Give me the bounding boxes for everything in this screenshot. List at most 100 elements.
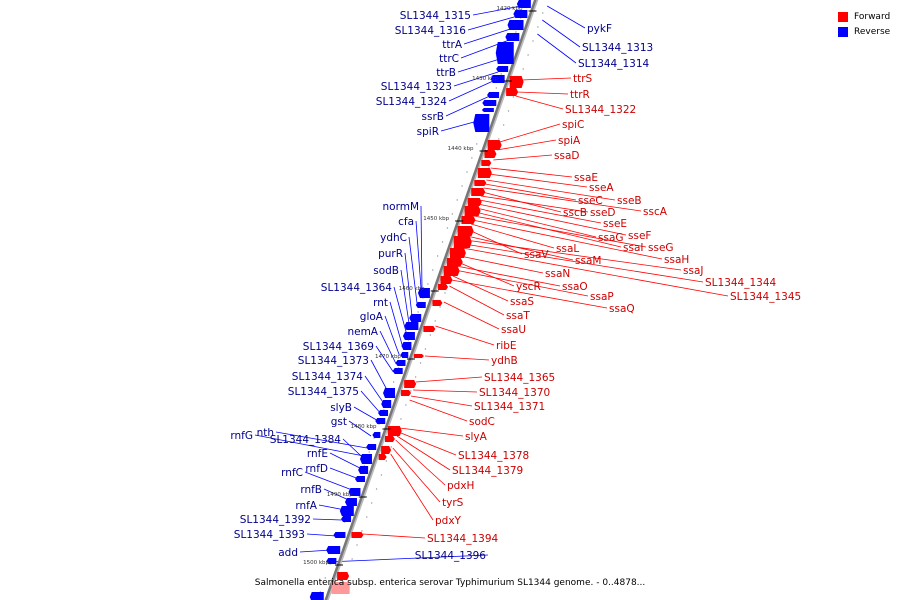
gene-label-rnfA: rnfA xyxy=(295,500,317,512)
gene-label-ribE: ribE xyxy=(496,340,517,352)
axis-dot xyxy=(392,381,395,383)
gene-label-ssaS: ssaS xyxy=(510,296,534,308)
leader-line xyxy=(435,325,495,346)
leader-line xyxy=(456,265,561,287)
forward-gene xyxy=(337,572,350,580)
forward-gene xyxy=(487,140,502,150)
leader-line xyxy=(452,275,509,302)
forward-gene xyxy=(331,582,350,594)
forward-gene xyxy=(481,160,492,166)
leader-line xyxy=(466,235,574,261)
axis-dot xyxy=(417,311,419,313)
reverse-gene xyxy=(383,388,396,398)
axis-dot xyxy=(515,31,517,33)
leader-line xyxy=(413,389,478,393)
gene-label-SL1344_1393: SL1344_1393 xyxy=(234,529,305,541)
gene-label-SL1344_1375: SL1344_1375 xyxy=(288,386,359,398)
gene-label-SL1344_1324: SL1344_1324 xyxy=(376,96,448,108)
leader-line xyxy=(410,395,473,407)
reverse-gene xyxy=(495,42,514,64)
map-caption: Salmonella enterica subsp. enterica sero… xyxy=(254,578,646,588)
axis-dot xyxy=(400,418,402,420)
gene-label-rnfC: rnfC xyxy=(281,467,303,479)
axis-dot xyxy=(461,185,463,187)
reverse-gene xyxy=(375,418,386,424)
reverse-gene xyxy=(487,92,500,98)
reverse-gene xyxy=(490,75,505,83)
gene-label-SL1344_1344: SL1344_1344 xyxy=(705,277,777,289)
forward-gene xyxy=(506,88,519,96)
leader-line xyxy=(312,518,342,521)
axis-dot xyxy=(444,292,446,294)
leader-line xyxy=(542,19,581,48)
forward-gene xyxy=(446,258,463,266)
gene-label-sseG: sseG xyxy=(648,242,674,254)
axis-dot xyxy=(498,138,500,140)
gene-label-ssaO: ssaO xyxy=(562,281,588,293)
gene-label-pdxY: pdxY xyxy=(435,515,462,527)
reverse-gene xyxy=(366,444,377,450)
forward-gene xyxy=(461,216,476,224)
reverse-gene xyxy=(392,368,403,374)
axis-dot xyxy=(429,334,432,336)
legend-reverse: Reverse xyxy=(838,24,890,39)
reverse-gene xyxy=(395,360,406,366)
axis-dot xyxy=(439,306,441,308)
leader-line xyxy=(465,239,682,271)
axis-dot xyxy=(446,227,449,229)
legend: Forward Reverse xyxy=(838,9,890,39)
gene-label-SL1344_1384: SL1344_1384 xyxy=(270,434,342,446)
reverse-gene xyxy=(344,498,357,506)
axis-ticks: 1420 kbp 1430 kbp 1440 kbp 1450 kbp 1460 kbp… xyxy=(303,6,537,566)
reverse-gene xyxy=(339,506,354,516)
leader-line xyxy=(395,439,446,486)
forward-gene xyxy=(477,168,492,178)
axis-dot xyxy=(385,460,388,462)
leader-line xyxy=(488,173,588,188)
leader-line xyxy=(379,330,397,365)
leader-line xyxy=(454,269,589,297)
gene-label-ssaH: ssaH xyxy=(664,254,689,266)
leader-line xyxy=(463,27,514,45)
leader-line xyxy=(415,220,422,293)
gene-label-ttrS: ttrS xyxy=(573,73,593,85)
gene-label-ssaI: ssaI xyxy=(623,242,643,254)
leader-line xyxy=(472,5,522,16)
gene-label-nth: nth xyxy=(257,427,274,439)
gene-label-SL1344_1345: SL1344_1345 xyxy=(730,291,801,303)
gene-label-sodC: sodC xyxy=(469,416,495,428)
leader-line xyxy=(415,376,483,383)
leader-line xyxy=(521,77,572,81)
legend-reverse-label: Reverse xyxy=(854,26,891,37)
gene-label-sseE: sseE xyxy=(603,218,627,230)
leader-line xyxy=(400,269,410,327)
forward-gene xyxy=(443,266,460,276)
axis-dot xyxy=(512,96,515,98)
leader-line xyxy=(477,203,627,236)
gene-label-SL1344_1373: SL1344_1373 xyxy=(298,355,369,367)
leader-line xyxy=(462,247,729,297)
gene-label-tyrS: tyrS xyxy=(442,497,464,509)
leader-line xyxy=(480,195,589,213)
gene-label-rnfE: rnfE xyxy=(307,448,328,460)
axis-dot xyxy=(502,124,505,126)
tick-label: 1460 kbp xyxy=(399,286,425,292)
gene-label-SL1344_1314: SL1344_1314 xyxy=(578,58,650,70)
reverse-gene xyxy=(359,454,372,464)
leader-line xyxy=(390,453,434,521)
gene-label-rnfD: rnfD xyxy=(305,463,328,475)
leader-line xyxy=(326,554,489,563)
axis-dot xyxy=(495,87,498,89)
gene-label-nemA: nemA xyxy=(347,326,378,338)
leader-line xyxy=(448,79,496,102)
tick-label: 1440 kbp xyxy=(448,146,474,152)
leader-line xyxy=(546,5,586,29)
reverse-gene xyxy=(381,400,392,408)
gene-label-ttrA: ttrA xyxy=(442,39,463,51)
reverse-gene xyxy=(326,558,337,564)
reverse-gene xyxy=(417,288,430,298)
reverse-gene xyxy=(354,476,365,482)
gene-label-rnfG: rnfG xyxy=(230,430,253,442)
reverse-gene xyxy=(358,466,369,474)
